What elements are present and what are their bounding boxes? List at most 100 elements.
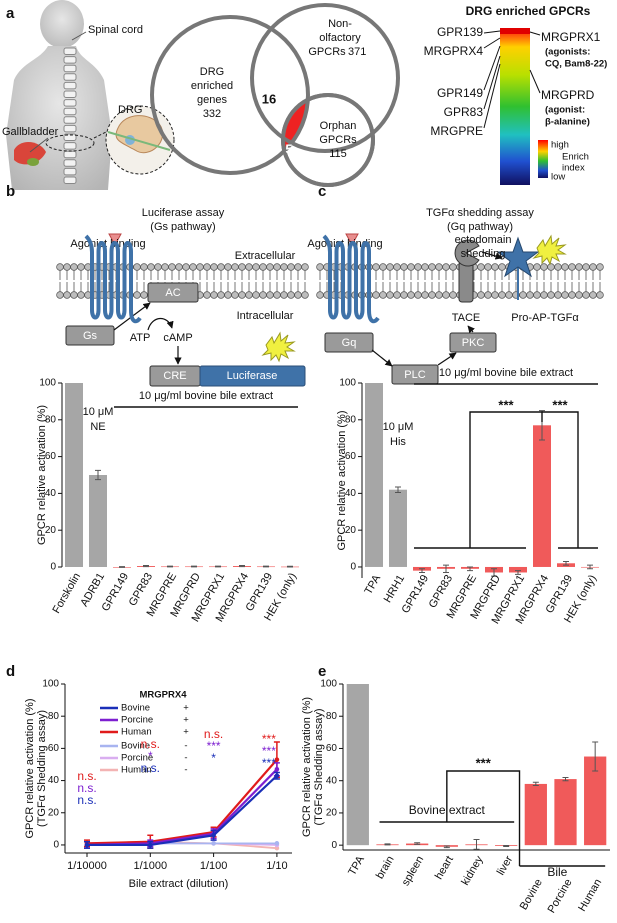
x-tick-label: HRH1 <box>382 573 407 605</box>
legend-title: index <box>562 163 585 174</box>
anatomy-label: Spinal cord <box>88 24 143 36</box>
legend-label: - <box>184 753 187 764</box>
y-axis-label: GPCR relative activation (%) <box>24 699 36 839</box>
lipid-head <box>568 291 576 299</box>
bar <box>533 425 551 567</box>
vertebra <box>63 107 77 116</box>
lipid-head <box>540 291 548 299</box>
lipid-head <box>379 263 387 271</box>
vertebra <box>63 150 77 159</box>
lipid-head <box>589 291 597 299</box>
venn-count: 371 <box>348 46 366 58</box>
legend-label: + <box>183 715 189 726</box>
x-tick-label: brain <box>374 854 397 881</box>
vertebra <box>63 116 77 124</box>
lipid-head <box>575 263 583 271</box>
lipid-head <box>561 291 569 299</box>
point <box>211 832 216 838</box>
panel-label: c <box>318 183 326 200</box>
vertebra <box>63 142 77 150</box>
y-tick-label: 20 <box>48 807 60 818</box>
lipid-head <box>372 291 380 299</box>
diagram-title: (Gq pathway) <box>447 221 513 233</box>
lipid-head <box>287 291 295 299</box>
diagram-label: cAMP <box>163 332 192 344</box>
error-bar <box>143 565 149 568</box>
lipid-head <box>554 263 562 271</box>
leader-line <box>529 31 541 36</box>
significance-label: n.s. <box>77 793 96 807</box>
y-tick-label: 100 <box>339 378 356 389</box>
diagram-title: TGFα shedding assay <box>426 207 534 219</box>
lipid-head <box>245 263 253 271</box>
error-bar <box>473 839 480 850</box>
lipid-head <box>393 291 401 299</box>
error-bar <box>419 568 425 573</box>
diagram-label: Pro-AP-TGFα <box>511 312 579 324</box>
diagram-c-shapes <box>324 233 567 385</box>
lipid-head <box>238 291 246 299</box>
lipid-head <box>498 291 506 299</box>
panel-label: b <box>6 183 15 200</box>
lipid-head <box>252 263 260 271</box>
heatmap-title: DRG enriched GPCRs <box>466 4 591 18</box>
error-bar <box>443 845 450 849</box>
lipid-head <box>217 263 225 271</box>
bracket <box>414 411 543 549</box>
error-bar <box>443 564 449 573</box>
error-bar <box>503 844 510 847</box>
y-axis-label: (TGFα Shedding assay) <box>36 710 48 827</box>
lipid-head <box>596 291 604 299</box>
bar <box>65 383 83 567</box>
lipid-head <box>217 291 225 299</box>
lipid-head <box>484 263 492 271</box>
y-tick-label: 40 <box>45 488 57 499</box>
error-bar <box>562 776 569 782</box>
error-bar <box>263 565 269 568</box>
lipid-head <box>203 263 211 271</box>
lipid-head <box>428 263 436 271</box>
diagram-label: AC <box>165 287 180 299</box>
y-tick-label: 100 <box>320 679 337 690</box>
diagram-label: PLC <box>404 369 425 381</box>
lipid-head <box>428 291 436 299</box>
panel-label: a <box>6 5 15 22</box>
heatmap-note: (agonist: <box>545 105 585 116</box>
legend-title: Enrich <box>562 152 589 163</box>
y-axis-label: GPCR relative activation (%) <box>336 411 348 551</box>
error-bar <box>215 565 221 568</box>
lipid-head <box>533 291 541 299</box>
leader-line <box>483 55 501 110</box>
bracket-label: 10 μg/ml bovine bile extract <box>139 390 273 402</box>
diagram-title: Luciferase assay <box>142 207 225 219</box>
vertebra <box>63 159 77 167</box>
y-tick-label: 40 <box>326 775 338 786</box>
lipid-head <box>442 291 450 299</box>
legend-label: + <box>183 703 189 714</box>
lipid-head <box>294 263 302 271</box>
legend-title: MRGPRX4 <box>140 690 188 701</box>
error-bar <box>287 565 293 568</box>
y-axis-label: GPCR relative activation (%) <box>301 697 313 837</box>
heatmap-note: β-alanine) <box>545 117 590 128</box>
x-tick-label: 1/10000 <box>67 860 107 872</box>
diagram-label: Agonist binding <box>70 238 145 250</box>
point <box>274 773 280 779</box>
lipid-head <box>294 291 302 299</box>
x-tick-label: spleen <box>400 854 427 888</box>
significance-label: *** <box>552 397 568 412</box>
lipid-head <box>56 263 64 271</box>
lipid-head <box>301 291 309 299</box>
lipid-head <box>231 263 239 271</box>
lipid-head <box>77 291 85 299</box>
annotation: 10 μM <box>383 421 414 433</box>
bar <box>584 756 607 846</box>
lipid-head <box>477 263 485 271</box>
lipid-head <box>477 291 485 299</box>
diagram-label: Intracellular <box>237 310 294 322</box>
bar <box>524 783 547 846</box>
lipid-head <box>238 263 246 271</box>
lipid-head <box>498 263 506 271</box>
lipid-head <box>224 291 232 299</box>
